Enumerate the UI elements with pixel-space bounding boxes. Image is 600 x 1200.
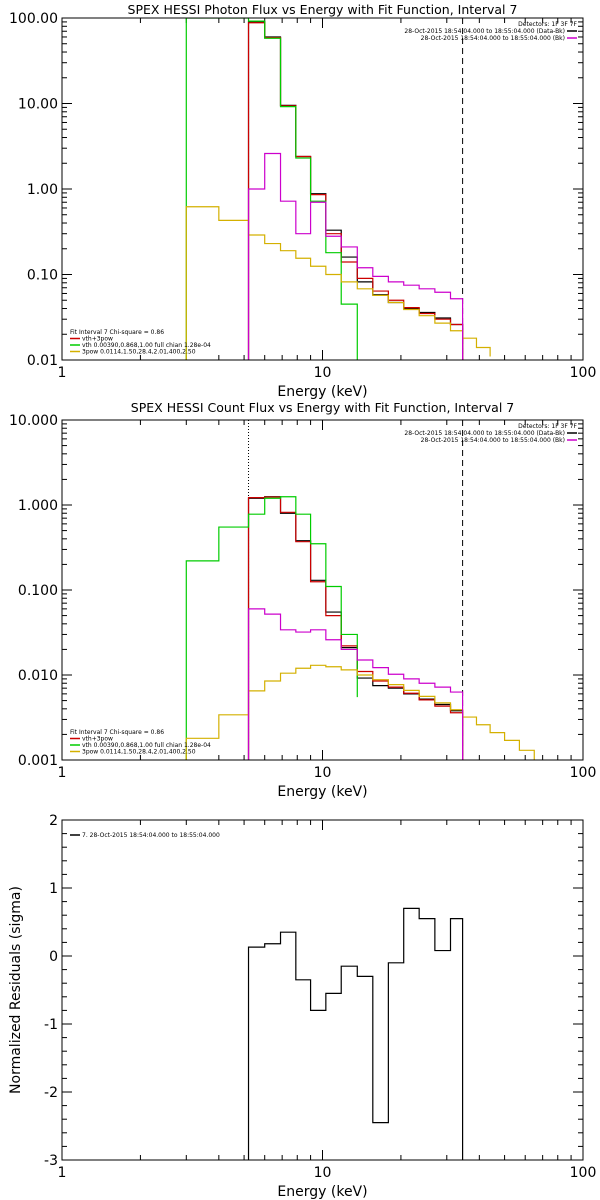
- y-tick-label: -2: [44, 1085, 58, 1101]
- legend-header: Detectors: 1F 3F 7F: [518, 423, 577, 430]
- series-group: [185, 18, 491, 360]
- x-tick-label: 1: [58, 765, 67, 781]
- y-tick-label: 1.000: [18, 498, 58, 514]
- x-axis-label: Energy (keV): [277, 784, 367, 800]
- plot-frame: [61, 819, 584, 1161]
- series-residuals: [247, 907, 464, 1160]
- chart-panel-2: SPEX HESSI Count Flux vs Energy with Fit…: [9, 400, 596, 800]
- series-bk: [247, 152, 464, 360]
- plot-frame: [61, 17, 584, 361]
- plot-frame: [61, 419, 584, 761]
- y-tick-label: 10.000: [9, 413, 58, 429]
- x-axis-label: Energy (keV): [277, 384, 367, 400]
- y-axis-label: Normalized Residuals (sigma): [8, 886, 24, 1094]
- legend-entry: 7. 28-Oct-2015 18:54:04.000 to 18:55:04.…: [82, 832, 220, 839]
- series-vth+3pow: [247, 496, 464, 760]
- series-data: [247, 496, 464, 760]
- y-tick-label: -1: [44, 1017, 58, 1033]
- x-axis-label: Energy (keV): [277, 1184, 367, 1200]
- series-group: [185, 496, 535, 760]
- fit-legend-entry: 3pow 0.0114,1.50,28.4,2.01,400,2.50: [82, 349, 196, 356]
- y-tick-label: -3: [44, 1153, 58, 1169]
- x-tick-label: 100: [570, 1165, 597, 1181]
- legend-entry: 28-Oct-2015 18:54:04.000 to 18:55:04.000…: [404, 28, 565, 35]
- chart-panel-3: 1 10 100 -3 -2 -1 0 1 2 Energy (keV) Normalized Re…: [8, 813, 596, 1200]
- fit-legend-entry: vth 0.00390,0.868,1.00 full chian 1.28e-…: [82, 342, 211, 349]
- fit-legend-entry: vth 0.00390,0.868,1.00 full chian 1.28e-…: [82, 742, 211, 749]
- y-tick-label: 2: [49, 813, 58, 829]
- y-tick-label: 0: [49, 949, 58, 965]
- fit-legend-entry: vth+3pow: [82, 336, 113, 343]
- y-tick-label: 0.100: [18, 583, 58, 599]
- x-tick-label: 10: [314, 1165, 332, 1181]
- fit-legend-entry: vth+3pow: [82, 736, 113, 743]
- fit-legend-entry: 3pow 0.0114,1.50,28.4,2.01,400,2.50: [82, 749, 196, 756]
- y-tick-label: 0.010: [18, 668, 58, 684]
- series-group: [247, 907, 464, 1160]
- chart-title: SPEX HESSI Photon Flux vs Energy with Fi…: [128, 2, 518, 17]
- y-tick-label: 10.00: [18, 97, 58, 113]
- x-tick-label: 100: [570, 365, 597, 381]
- y-tick-label: 1: [49, 881, 58, 897]
- series-3pow: [185, 206, 491, 360]
- series-vth: [185, 496, 358, 760]
- legend-header: Detectors: 1F 3F 7F: [518, 21, 577, 28]
- y-tick-label: 1.00: [27, 182, 58, 198]
- series-3pow: [185, 664, 535, 760]
- x-tick-label: 100: [570, 765, 597, 781]
- legend-entry: 28-Oct-2015 18:54:04.000 to 18:55:04.000…: [404, 430, 565, 437]
- x-tick-label: 10: [314, 765, 332, 781]
- y-tick-label: 0.001: [18, 753, 58, 769]
- series-bk: [247, 608, 464, 760]
- chart-title: SPEX HESSI Count Flux vs Energy with Fit…: [131, 400, 514, 415]
- x-tick-label: 1: [58, 365, 67, 381]
- x-tick-label: 10: [314, 365, 332, 381]
- chart-panel-1: SPEX HESSI Photon Flux vs Energy with Fi…: [9, 2, 596, 400]
- legend-entry: 28-Oct-2015 18:54:04.000 to 18:55:04.000…: [421, 35, 565, 42]
- y-tick-label: 0.01: [27, 353, 58, 369]
- x-tick-label: 1: [58, 1165, 67, 1181]
- y-tick-label: 100.00: [9, 11, 58, 27]
- legend-entry: 28-Oct-2015 18:54:04.000 to 18:55:04.000…: [421, 437, 565, 444]
- y-tick-label: 0.10: [27, 268, 58, 284]
- series-vth: [185, 18, 358, 360]
- fit-legend-header: Fit Interval 7 Chi-square = 0.86: [70, 329, 164, 336]
- fit-legend-header: Fit Interval 7 Chi-square = 0.86: [70, 729, 164, 736]
